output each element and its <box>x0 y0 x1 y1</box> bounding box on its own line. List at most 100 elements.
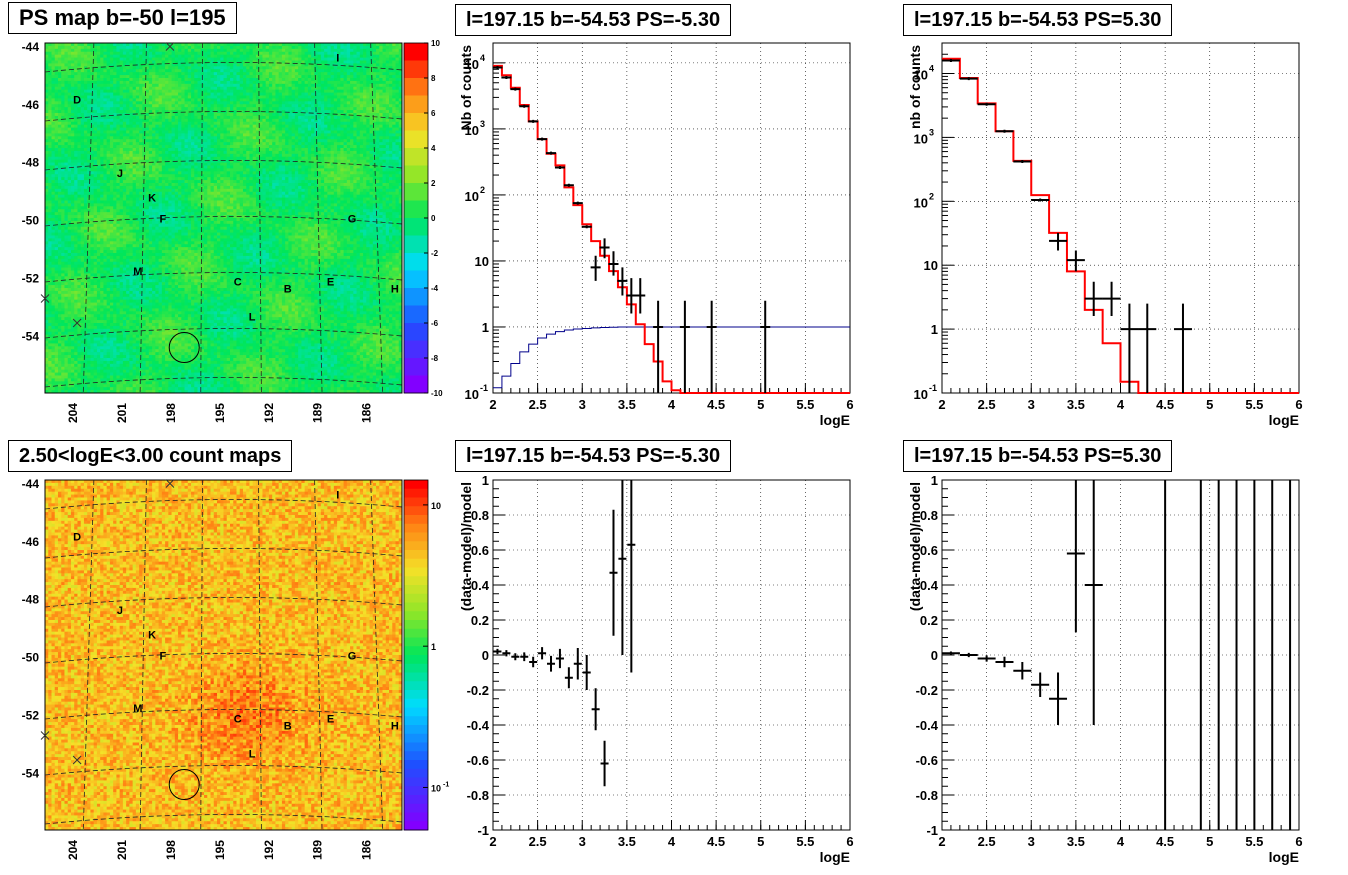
count-map-source-label-G: G <box>348 651 357 663</box>
top-middle-plot-x-tick-label: 2 <box>489 397 496 412</box>
top-right-plot-x-tick-label: 4 <box>1117 397 1125 412</box>
residual-point <box>583 655 591 690</box>
residual-point <box>538 647 546 659</box>
ps-map-title: PS map b=-50 l=195 <box>8 2 237 34</box>
count-map-source-label-F: F <box>159 651 166 663</box>
bottom-middle-plot-x-tick-label: 3.5 <box>618 834 636 849</box>
colorbar-tick-label: -8 <box>431 354 439 363</box>
bottom-middle-plot-x-tick-label: 5 <box>757 834 764 849</box>
data-point <box>680 301 690 393</box>
bottom-middle-plot-y-tick-label: 0.4 <box>471 578 490 593</box>
top-middle-plot-x-tick-label: 2.5 <box>529 397 547 412</box>
count-map-lat-label: -50 <box>22 651 40 665</box>
count-map-source-label-B: B <box>284 721 292 733</box>
data-point <box>1103 282 1121 316</box>
residual-point <box>1085 480 1103 725</box>
residual-point <box>609 510 617 636</box>
ps-map-source-label-M: M <box>133 266 142 278</box>
data-point <box>1049 233 1067 251</box>
ps-map-source-label-F: F <box>159 214 166 226</box>
residual-point <box>1049 673 1067 726</box>
top-middle-plot-y-tick-label: 10 <box>465 123 479 138</box>
residual-point <box>592 688 600 730</box>
bottom-middle-plot-y-tick-label: 0.2 <box>471 613 489 628</box>
ps-map-lon-label: 186 <box>360 403 374 423</box>
top-middle-plot-y-tick-exponent: 4 <box>480 53 485 63</box>
top-right-plot-y-tick-exponent: -1 <box>929 383 937 393</box>
top-right-plot-y-tick-label: 10 <box>914 387 928 402</box>
top-middle-plot-x-tick-label: 5.5 <box>796 397 814 412</box>
model-step-line <box>942 59 1299 393</box>
bottom-middle-plot: 2 2.5 3 3.5 4 4.5 5 5.5 6logE(data-model)/model1… <box>458 473 854 865</box>
bottom-middle-plot-grid <box>493 480 850 830</box>
ps-map-lat-label: -54 <box>22 329 40 343</box>
residual-point <box>942 652 960 656</box>
colorbar-tick-label: -4 <box>431 284 439 293</box>
residual-point <box>556 649 564 668</box>
bottom-right-plot-x-axis-label: logE <box>1269 849 1299 865</box>
bottom-right-plot-y-tick-label: 1 <box>931 473 938 488</box>
count-map-source-label-K: K <box>148 630 156 642</box>
data-point <box>707 301 717 393</box>
bottom-middle-plot-y-tick-label: 0.8 <box>471 508 489 523</box>
count-map-title: 2.50<logE<3.00 count maps <box>8 440 292 472</box>
count-map-source-label-E: E <box>327 714 334 726</box>
count-map-source-label-H: H <box>391 721 399 733</box>
residual-point <box>1031 673 1049 698</box>
figure-canvas: IDJKF GMCBEHL-44-46-48-50-52-54204 201 198 1… <box>0 0 1348 875</box>
bottom-right-plot-grid <box>942 480 1299 830</box>
top-right-plot-x-tick-label: 5.5 <box>1245 397 1263 412</box>
ps-map-lon-label: 198 <box>164 403 178 423</box>
ps-map-source-label-I: I <box>336 53 339 65</box>
top-right-plot-y-tick-exponent: 4 <box>929 63 934 73</box>
top-middle-plot-x-tick-label: 3 <box>579 397 586 412</box>
ps-map-lon-label: 195 <box>213 403 227 423</box>
count-map-lat-label: -46 <box>22 535 40 549</box>
bottom-middle-plot-x-tick-label: 5.5 <box>796 834 814 849</box>
data-point <box>760 301 770 393</box>
top-right-plot-x-tick-label: 4.5 <box>1156 397 1174 412</box>
top-middle-plot-title: l=197.15 b=-54.53 PS=-5.30 <box>455 4 731 36</box>
count-map-lon-label: 195 <box>213 840 227 860</box>
bottom-middle-plot-x-tick-label: 2.5 <box>529 834 547 849</box>
ps-map-source-label-C: C <box>234 277 242 289</box>
bottom-right-plot-y-tick-label: 0 <box>931 648 938 663</box>
bottom-right-plot-y-tick-label: 0.6 <box>920 543 938 558</box>
count-map-source-label-D: D <box>73 532 81 544</box>
residual-point <box>493 649 501 654</box>
top-middle-plot-grid <box>493 43 850 393</box>
top-right-plot-grid <box>942 43 1299 393</box>
bottom-right-plot-title: l=197.15 b=-54.53 PS=5.30 <box>903 440 1172 472</box>
residual-point <box>978 655 996 661</box>
ps-map-lat-label: -50 <box>22 214 40 228</box>
colorbar-tick-label: 10 <box>431 783 441 793</box>
top-middle-plot-x-tick-label: 5 <box>757 397 764 412</box>
ps-map-source-label-H: H <box>391 284 399 296</box>
top-middle-plot-x-tick-label: 3.5 <box>618 397 636 412</box>
top-middle-plot-y-tick-label: 10 <box>465 387 479 402</box>
bottom-right-plot-y-tick-label: 0.8 <box>920 508 938 523</box>
top-right-plot-x-tick-label: 6 <box>1295 397 1302 412</box>
data-point <box>1174 304 1192 393</box>
ps-map-source-label-J: J <box>117 168 123 180</box>
ps-map-lon-label: 192 <box>262 403 276 423</box>
bottom-middle-plot-y-tick-label: -1 <box>477 823 489 838</box>
residual-point <box>995 657 1013 668</box>
ps-map-source-label-G: G <box>348 214 357 226</box>
colorbar-tick-label: 10 <box>431 39 440 48</box>
top-middle-plot-y-tick-label: 10 <box>465 189 479 204</box>
bottom-middle-plot-y-tick-label: 1 <box>482 473 489 488</box>
bottom-right-plot-x-tick-label: 4.5 <box>1156 834 1174 849</box>
ps-map-source-label-E: E <box>327 277 334 289</box>
top-right-plot-y-axis-label: nb of counts <box>907 45 923 129</box>
bottom-middle-plot-x-tick-label: 3 <box>579 834 586 849</box>
data-point <box>591 256 601 281</box>
top-middle-plot-y-tick-label: 10 <box>465 57 479 72</box>
data-point <box>1085 282 1103 316</box>
colorbar-tick-label: 1 <box>431 642 436 652</box>
bottom-middle-plot-y-tick-label: -0.2 <box>467 683 489 698</box>
